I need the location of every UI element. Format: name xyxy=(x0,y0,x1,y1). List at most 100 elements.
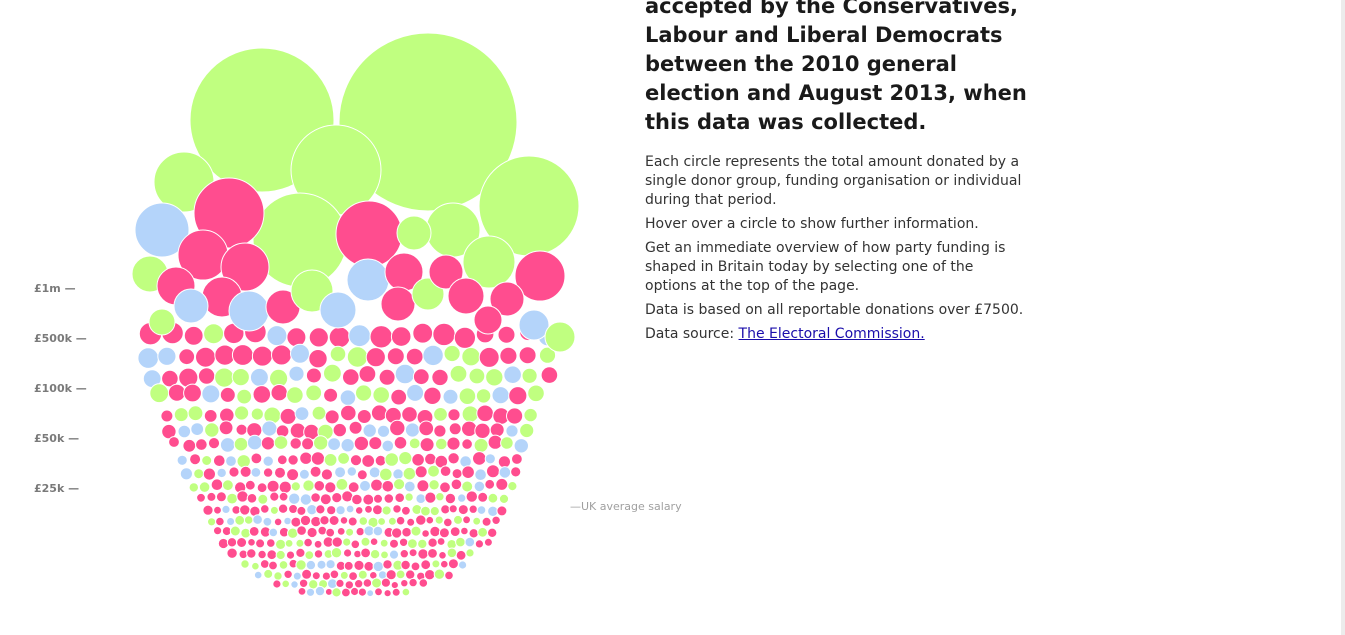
donor-bubble-labour[interactable] xyxy=(302,479,315,492)
donor-bubble-labour[interactable] xyxy=(435,437,448,451)
donor-bubble-liberal-democrat[interactable] xyxy=(372,560,384,573)
donor-bubble-conservative[interactable] xyxy=(266,549,278,561)
donor-bubble-conservative[interactable] xyxy=(239,465,252,478)
donor-bubble-conservative[interactable] xyxy=(390,581,399,590)
donor-bubble-conservative[interactable] xyxy=(251,345,273,367)
donor-bubble-conservative[interactable] xyxy=(315,504,326,515)
donor-bubble-liberal-democrat[interactable] xyxy=(262,516,273,527)
donor-bubble-conservative[interactable] xyxy=(412,368,430,386)
donor-bubble-conservative[interactable] xyxy=(323,387,339,403)
donor-bubble-labour[interactable] xyxy=(231,368,250,387)
donor-bubble-liberal-democrat[interactable] xyxy=(179,467,193,481)
donor-bubble-labour[interactable] xyxy=(381,505,392,516)
donor-bubble-conservative[interactable] xyxy=(406,517,416,527)
donor-bubble-conservative[interactable] xyxy=(296,525,307,536)
donor-bubble-conservative[interactable] xyxy=(476,404,494,423)
donor-bubble-conservative[interactable] xyxy=(161,423,177,440)
donor-bubble-labour[interactable] xyxy=(402,466,417,481)
donor-bubble-liberal-democrat[interactable] xyxy=(249,367,269,387)
donor-bubble-conservative[interactable] xyxy=(398,537,409,547)
donor-bubble-conservative[interactable] xyxy=(296,505,307,516)
donor-bubble-labour[interactable] xyxy=(357,569,368,580)
donor-bubble-conservative[interactable] xyxy=(424,569,436,581)
donor-bubble-conservative[interactable] xyxy=(271,344,292,366)
donor-bubble-labour[interactable] xyxy=(358,516,369,526)
donor-bubble-conservative[interactable] xyxy=(320,468,333,481)
donor-bubble-conservative[interactable] xyxy=(324,409,340,425)
donor-bubble-labour[interactable] xyxy=(404,492,414,502)
donor-bubble-conservative[interactable] xyxy=(328,326,351,349)
donor-bubble-conservative[interactable] xyxy=(449,526,461,537)
donor-bubble-liberal-democrat[interactable] xyxy=(376,424,391,438)
donor-bubble-labour[interactable] xyxy=(434,515,444,525)
donor-bubble-conservative[interactable] xyxy=(310,492,321,503)
donor-bubble-labour[interactable] xyxy=(233,436,249,452)
donor-bubble-conservative[interactable] xyxy=(491,515,501,525)
donor-bubble-liberal-democrat[interactable] xyxy=(327,437,342,452)
donor-bubble-conservative[interactable] xyxy=(268,560,278,571)
donor-bubble-labour[interactable] xyxy=(243,515,254,525)
donor-bubble-labour[interactable] xyxy=(384,452,400,467)
donor-bubble-conservative[interactable] xyxy=(278,480,292,494)
donor-bubble-labour[interactable] xyxy=(342,537,352,547)
donor-bubble-conservative[interactable] xyxy=(390,388,408,406)
donor-bubble-conservative[interactable] xyxy=(288,504,299,514)
donor-bubble-conservative[interactable] xyxy=(226,537,238,548)
donor-bubble-labour[interactable] xyxy=(236,454,251,469)
donor-bubble-conservative[interactable] xyxy=(285,550,296,560)
donor-bubble-conservative[interactable] xyxy=(447,558,459,570)
donor-bubble-labour[interactable] xyxy=(523,407,538,423)
donor-bubble-conservative[interactable] xyxy=(279,407,297,425)
donor-bubble-conservative[interactable] xyxy=(457,504,469,516)
donor-bubble-liberal-democrat[interactable] xyxy=(246,434,263,451)
donor-bubble-conservative[interactable] xyxy=(256,482,268,494)
donor-bubble-conservative[interactable] xyxy=(213,454,226,468)
donor-bubble-labour[interactable] xyxy=(477,526,489,538)
donor-bubble-liberal-democrat[interactable] xyxy=(290,580,299,589)
donor-bubble-labour[interactable] xyxy=(485,368,504,387)
donor-bubble-conservative[interactable] xyxy=(374,587,383,597)
donor-bubble-conservative[interactable] xyxy=(443,517,453,528)
donor-bubble-liberal-democrat[interactable] xyxy=(190,422,205,437)
donor-bubble-liberal-democrat[interactable] xyxy=(294,406,310,422)
donor-bubble-labour[interactable] xyxy=(226,492,239,505)
donor-bubble-conservative[interactable] xyxy=(356,469,368,481)
donor-bubble-liberal-democrat[interactable] xyxy=(253,570,263,580)
donor-bubble-conservative[interactable] xyxy=(355,526,365,537)
donor-bubble-conservative[interactable] xyxy=(438,551,447,560)
donor-bubble-conservative[interactable] xyxy=(455,549,467,561)
donor-bubble-conservative[interactable] xyxy=(423,386,442,405)
donor-bubble-conservative[interactable] xyxy=(505,407,524,425)
donor-bubble-conservative[interactable] xyxy=(392,504,402,514)
donor-bubble-liberal-democrat[interactable] xyxy=(491,386,510,405)
donor-bubble-liberal-democrat[interactable] xyxy=(464,536,476,548)
donor-bubble-conservative[interactable] xyxy=(246,548,257,559)
donor-bubble-conservative[interactable] xyxy=(425,515,435,525)
donor-bubble-conservative[interactable] xyxy=(383,589,392,598)
donor-bubble-conservative[interactable] xyxy=(247,538,256,547)
donor-bubble-conservative[interactable] xyxy=(483,537,493,547)
donor-bubble-labour[interactable] xyxy=(379,467,393,482)
donor-bubble-liberal-democrat[interactable] xyxy=(228,290,270,332)
donor-bubble-labour[interactable] xyxy=(401,587,411,597)
donor-bubble-conservative[interactable] xyxy=(308,327,329,348)
donor-bubble-conservative[interactable] xyxy=(394,492,406,504)
donor-bubble-conservative[interactable] xyxy=(255,538,266,549)
donor-bubble-conservative[interactable] xyxy=(260,504,270,514)
donor-bubble-conservative[interactable] xyxy=(447,408,461,422)
donor-bubble-labour[interactable] xyxy=(398,451,413,466)
donor-bubble-liberal-democrat[interactable] xyxy=(216,467,227,479)
donor-bubble-conservative[interactable] xyxy=(313,480,326,492)
donor-bubble-conservative[interactable] xyxy=(380,286,416,322)
donor-bubble-conservative[interactable] xyxy=(290,516,302,528)
donor-bubble-conservative[interactable] xyxy=(440,559,449,569)
donor-bubble-conservative[interactable] xyxy=(478,346,500,368)
donor-bubble-conservative[interactable] xyxy=(489,422,505,438)
donor-bubble-liberal-democrat[interactable] xyxy=(368,466,381,479)
donor-bubble-labour[interactable] xyxy=(263,568,274,579)
donor-bubble-labour[interactable] xyxy=(396,215,432,251)
donor-bubble-liberal-democrat[interactable] xyxy=(403,480,416,493)
donor-bubble-labour[interactable] xyxy=(427,464,440,478)
donor-bubble-conservative[interactable] xyxy=(349,454,363,467)
donor-bubble-labour[interactable] xyxy=(250,407,264,421)
